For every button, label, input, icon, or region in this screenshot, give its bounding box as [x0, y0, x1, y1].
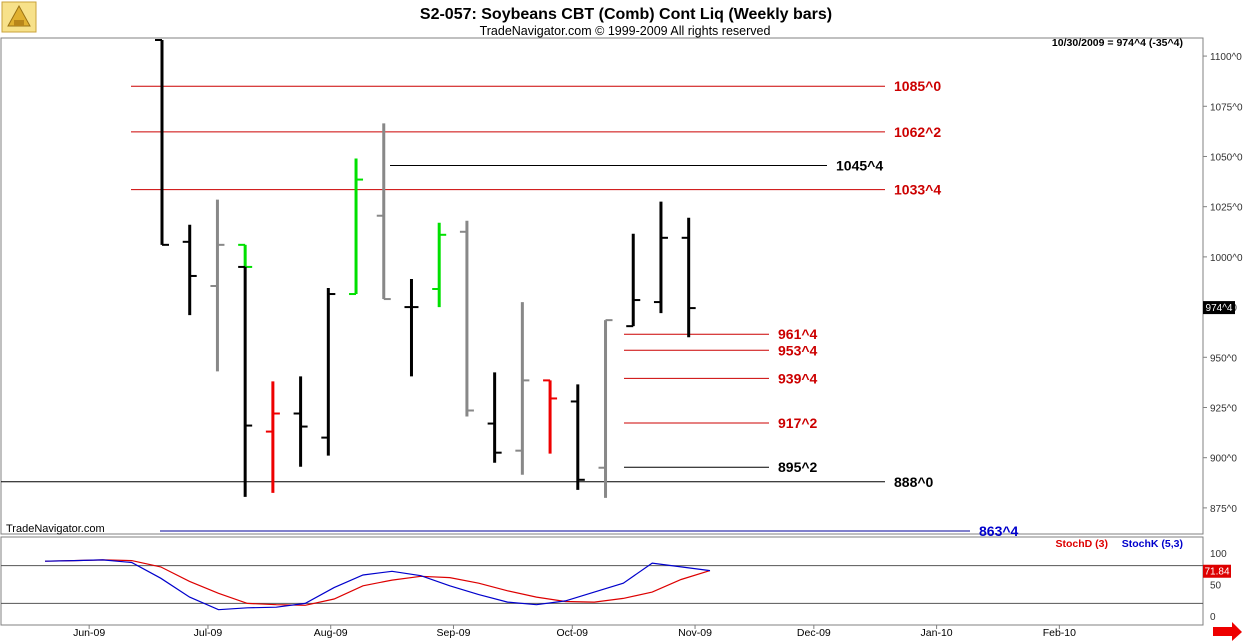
ohlc-bar — [376, 123, 391, 301]
stoch-lines — [1, 559, 1203, 611]
stoch-tick-label: 100 — [1210, 549, 1227, 560]
price-tick-label: 950^0 — [1210, 353, 1237, 364]
ohlc-bar — [349, 158, 364, 296]
scroll-right-arrow-icon[interactable] — [1213, 622, 1242, 641]
ohlc-bar — [404, 278, 419, 377]
ohlc-bar — [653, 201, 668, 314]
ohlc-bar — [265, 381, 280, 493]
level-label: 1045^4 — [836, 158, 883, 174]
price-plot-area — [0, 37, 1204, 535]
ohlc-bar — [570, 384, 585, 490]
level-label: 961^4 — [778, 326, 818, 342]
date-tick-label: Sep-09 — [437, 627, 471, 639]
date-tick-label: Jun-09 — [73, 627, 105, 639]
last-quote-label: 10/30/2009 = 974^4 (-35^4) — [1052, 37, 1183, 49]
date-tick-label: Jul-09 — [194, 627, 223, 639]
chart-title: S2-057: Soybeans CBT (Comb) Cont Liq (We… — [420, 6, 832, 23]
current-price-tag — [1203, 301, 1235, 315]
price-tick-label: 1025^0 — [1210, 203, 1243, 214]
price-tick-label: 1000^0 — [1210, 253, 1243, 264]
ohlc-bar — [681, 217, 696, 338]
stoch-plot-area — [0, 536, 1204, 626]
level-label: 1062^2 — [894, 124, 941, 140]
ohlc-bar — [210, 199, 225, 372]
ohlc-bar — [293, 376, 308, 467]
current-price-label: 974^4 — [1206, 303, 1233, 314]
ohlc-bar — [598, 319, 613, 498]
stochastics-pane: 100 50 0 StochD (3) StochK (5,3) 71.84 — [0, 536, 1231, 626]
ohlc-bar — [543, 379, 558, 454]
price-tick-label: 875^0 — [1210, 504, 1237, 515]
level-label: 1085^0 — [894, 78, 941, 94]
ohlc-bar — [182, 224, 197, 316]
date-tick-label: Nov-09 — [678, 627, 712, 639]
price-tick-label: 900^0 — [1210, 454, 1237, 465]
ohlc-bar — [626, 233, 641, 328]
ohlc-bar — [155, 39, 169, 246]
date-tick-label: Jan-10 — [921, 627, 953, 639]
ohlc-bar — [432, 222, 447, 308]
date-tick-label: Oct-09 — [557, 627, 589, 639]
watermark-text: TradeNavigator.com — [6, 523, 105, 535]
ohlc-bar — [487, 372, 502, 463]
level-label: 888^0 — [894, 474, 934, 490]
stoch-k-legend: StochK (5,3) — [1122, 538, 1183, 550]
level-label: 917^2 — [778, 415, 818, 431]
ohlc-bar — [321, 288, 336, 456]
price-tick-label: 1075^0 — [1210, 102, 1243, 113]
price-y-axis: 1100^01075^01050^01025^01000^0975^0950^0… — [1203, 52, 1243, 515]
stoch-y-axis: 100 50 0 — [1210, 549, 1227, 623]
price-tick-label: 1050^0 — [1210, 152, 1243, 163]
stoch-series-line — [44, 559, 711, 611]
date-tick-label: Feb-10 — [1043, 627, 1076, 639]
level-label: 895^2 — [778, 459, 818, 475]
price-tick-label: 1100^0 — [1210, 52, 1242, 63]
ohlc-bar — [515, 302, 530, 475]
stoch-value-label: 71.84 — [1204, 567, 1229, 578]
date-tick-label: Aug-09 — [314, 627, 348, 639]
ohlc-bar — [459, 220, 474, 417]
ohlc-bar — [238, 265, 253, 497]
ohlc-bars — [155, 39, 696, 498]
stoch-series-line — [44, 559, 711, 606]
logo-icon — [1, 1, 37, 33]
price-tick-label: 925^0 — [1210, 403, 1237, 414]
level-label: 939^4 — [778, 370, 818, 386]
level-label: 863^4 — [979, 523, 1019, 539]
date-tick-label: Dec-09 — [797, 627, 831, 639]
level-label: 953^4 — [778, 342, 818, 358]
stoch-tick-label: 50 — [1210, 581, 1222, 592]
stoch-tick-label: 0 — [1210, 612, 1216, 623]
level-label: 1033^4 — [894, 182, 941, 198]
stoch-d-legend: StochD (3) — [1056, 538, 1109, 550]
date-x-axis: Jun-09 Jul-09 Aug-09 Sep-09 Oct-09 Nov-09 Dec-… — [73, 625, 1076, 639]
copyright-text: TradeNavigator.com © 1999-2009 All right… — [480, 24, 771, 38]
stoch-value-tag — [1203, 564, 1231, 578]
